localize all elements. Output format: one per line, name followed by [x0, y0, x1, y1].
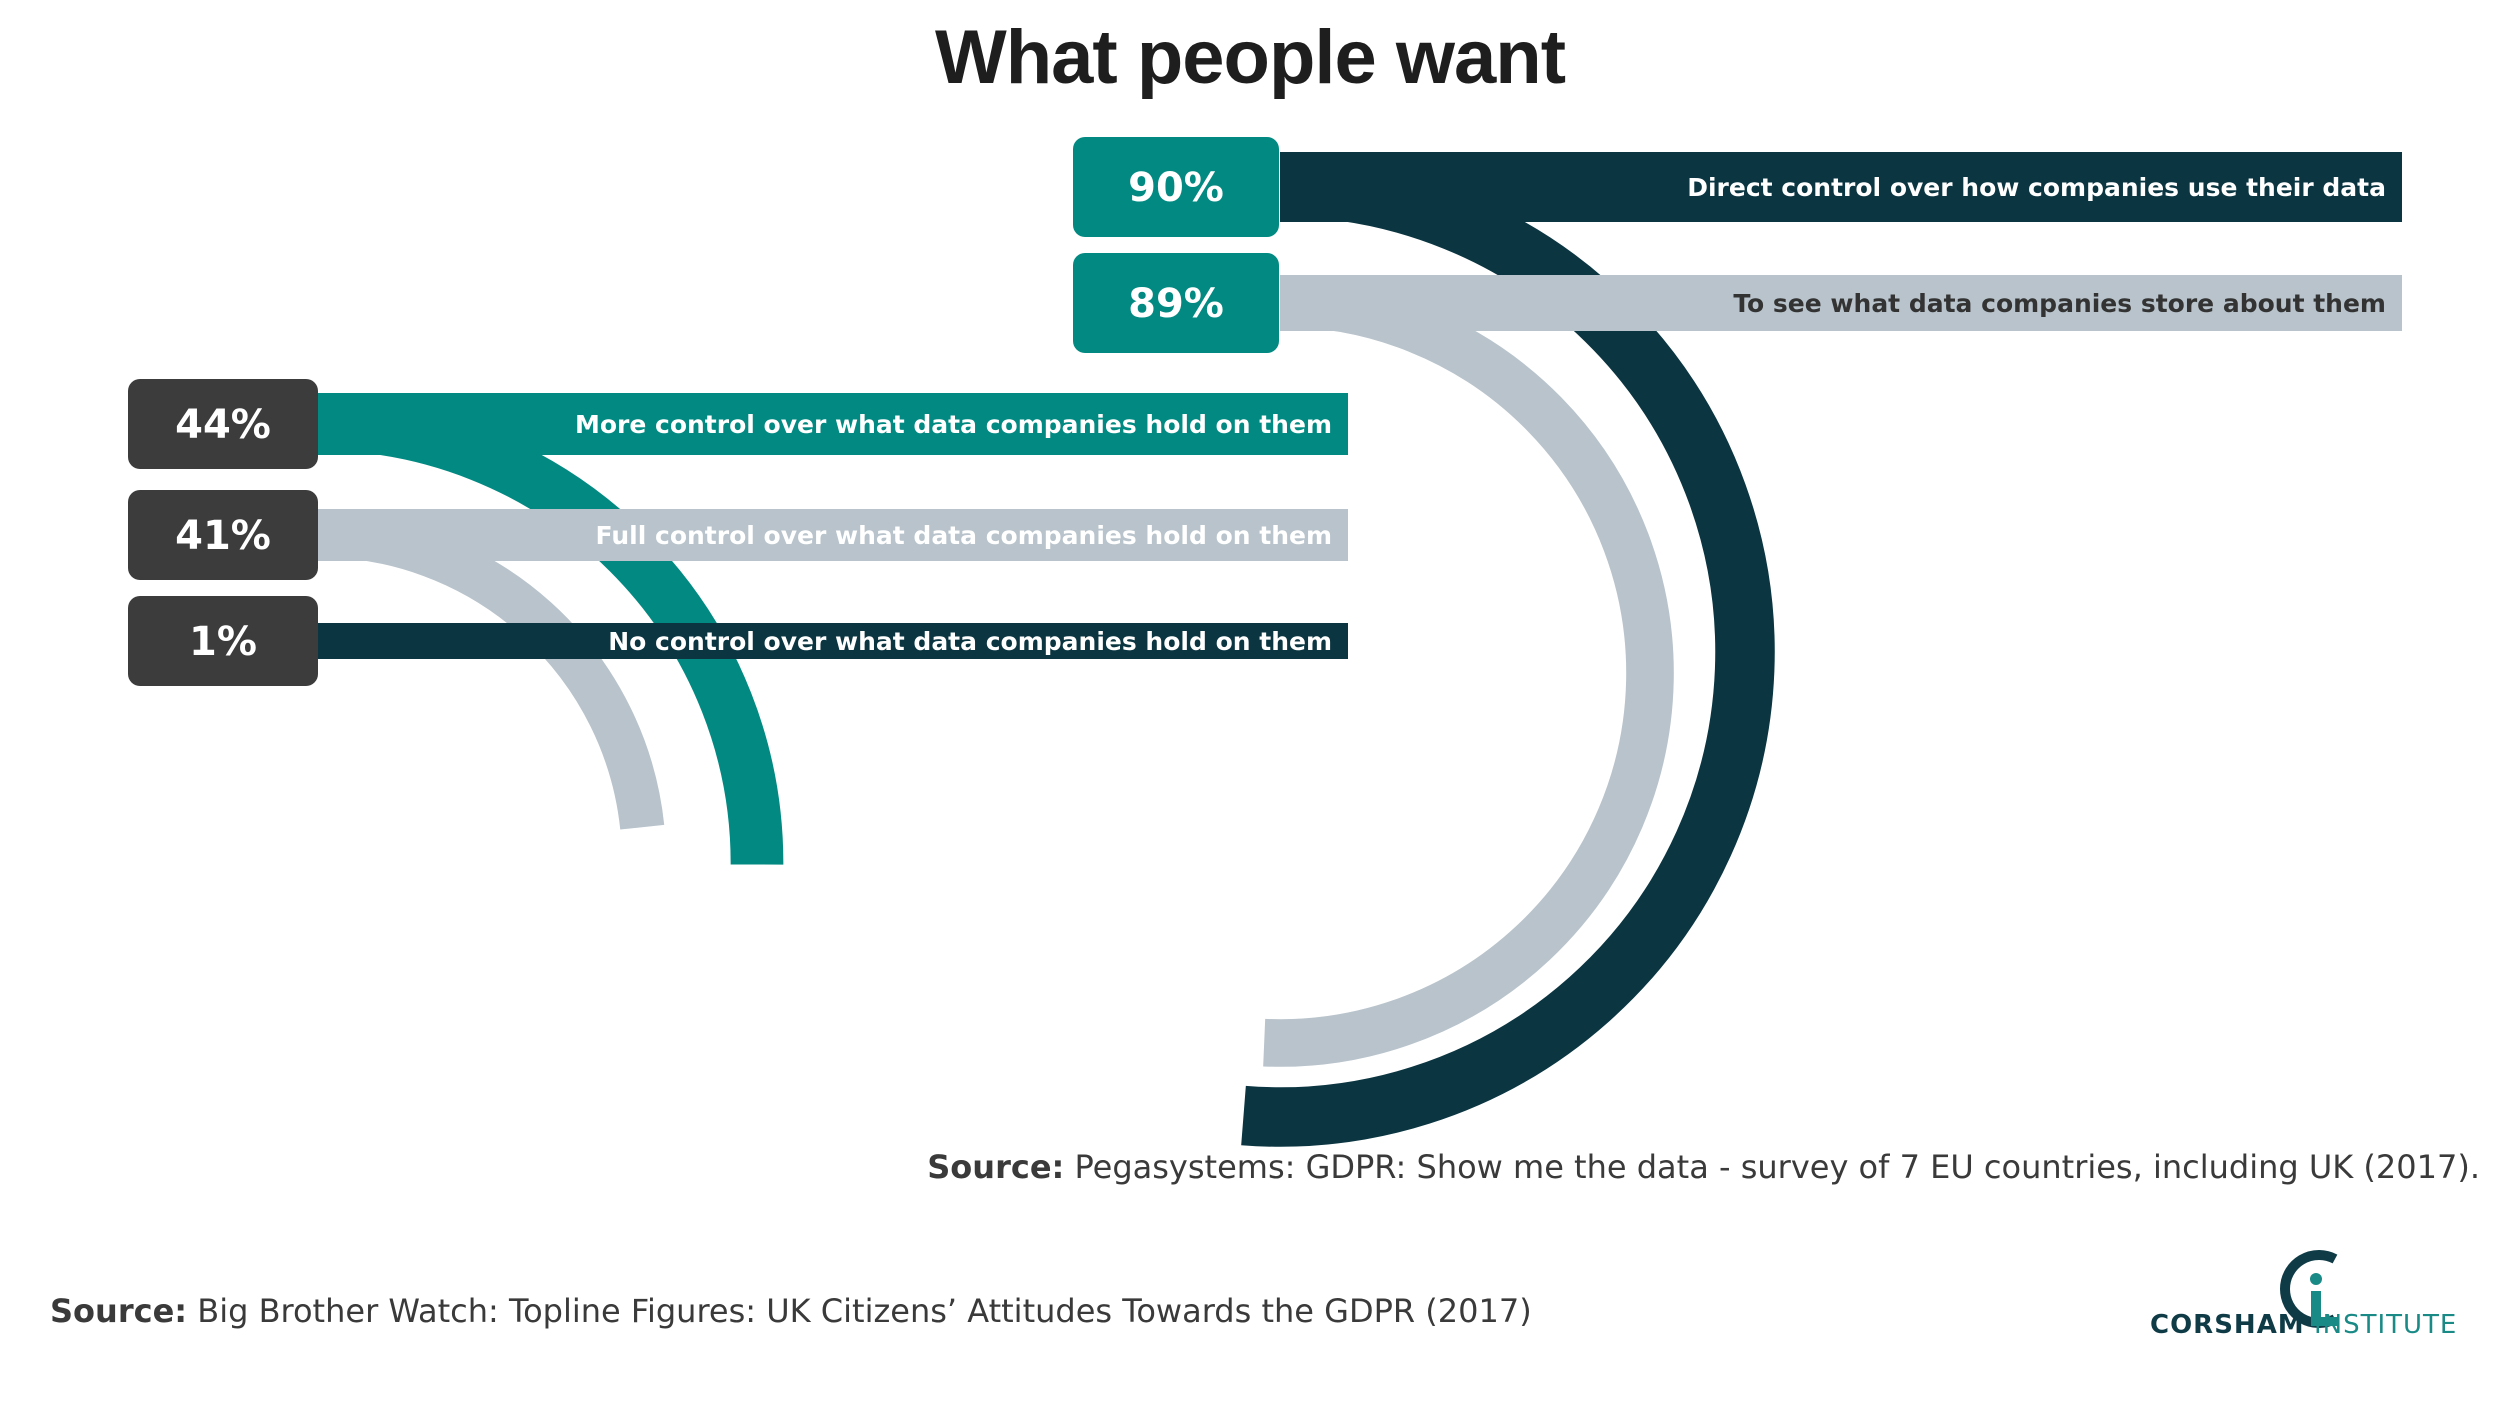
chart-group-2: More control over what data companies ho…: [128, 379, 1348, 865]
arc-band-1-1: [1241, 157, 1775, 1147]
bar-2-3: [318, 623, 1348, 659]
arc-band-1-2: [1263, 279, 1674, 1067]
value-badge-1-2: [1073, 253, 1279, 353]
value-label-2-3: 1%: [189, 619, 257, 665]
bar-label-1-2: To see what data companies store about t…: [1733, 289, 2386, 318]
bar-2-2: [318, 509, 1348, 561]
chart-group-1: Direct control over how companies use th…: [1073, 137, 2402, 1147]
source-right-prefix: Source:: [927, 1148, 1065, 1186]
bar-label-1-1: Direct control over how companies use th…: [1687, 173, 2386, 202]
value-label-1-2: 89%: [1128, 281, 1224, 327]
value-badge-2-2: [128, 490, 318, 580]
bar-label-2-1: More control over what data companies ho…: [575, 410, 1332, 439]
value-label-2-1: 44%: [175, 402, 271, 448]
bar-1-2: [1280, 275, 2402, 331]
value-label-1-1: 90%: [1128, 165, 1224, 211]
bar-2-1: [318, 393, 1348, 455]
corsham-ci-logo-icon: [2280, 1250, 2339, 1328]
source-left-text: Big Brother Watch: Topline Figures: UK C…: [187, 1292, 1532, 1330]
source-left-prefix: Source:: [50, 1292, 188, 1330]
bar-label-2-3: No control over what data companies hold…: [608, 627, 1332, 656]
source-right: Source: Pegasystems: GDPR: Show me the d…: [927, 1148, 2480, 1186]
bar-1-1: [1280, 152, 2402, 222]
source-left: Source: Big Brother Watch: Topline Figur…: [50, 1292, 1532, 1330]
arc-band-2-2: [317, 512, 665, 830]
value-badge-1-1: [1073, 137, 1279, 237]
logo-name-bold: CORSHAM: [2150, 1310, 2305, 1340]
bar-label-2-2: Full control over what data companies ho…: [596, 521, 1332, 550]
source-right-text: Pegasystems: GDPR: Show me the data - su…: [1064, 1148, 2480, 1186]
logo-name-light: INSTITUTE: [2304, 1310, 2458, 1340]
value-badge-2-1: [128, 379, 318, 469]
page-title: What people want: [935, 15, 1566, 100]
logo-text: CORSHAM INSTITUTE: [2150, 1310, 2456, 1340]
value-label-2-2: 41%: [175, 513, 271, 559]
value-badge-2-3: [128, 596, 318, 686]
